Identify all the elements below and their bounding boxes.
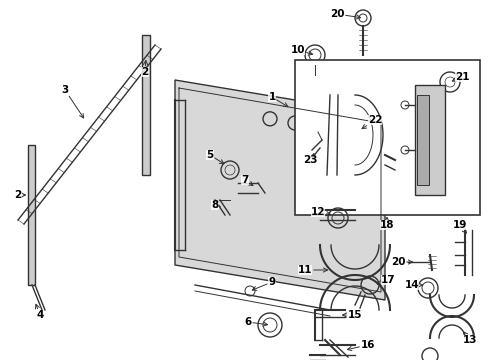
- Text: 16: 16: [346, 340, 374, 351]
- Text: 13: 13: [462, 332, 476, 345]
- Text: 1: 1: [268, 92, 287, 107]
- Text: 2: 2: [14, 190, 25, 200]
- Bar: [142, 35, 150, 175]
- Text: 11: 11: [297, 265, 327, 275]
- Text: 17: 17: [377, 275, 394, 285]
- Text: 23: 23: [302, 154, 317, 165]
- Bar: [294, 60, 479, 215]
- Text: 3: 3: [61, 85, 83, 118]
- Text: 12: 12: [310, 207, 330, 217]
- Bar: [414, 85, 444, 195]
- Text: 19: 19: [452, 220, 466, 233]
- Text: 20: 20: [329, 9, 360, 19]
- Text: 14: 14: [404, 280, 422, 290]
- Polygon shape: [175, 80, 384, 300]
- Text: 2: 2: [141, 60, 148, 77]
- Text: 18: 18: [379, 217, 393, 230]
- Text: 22: 22: [361, 115, 382, 129]
- Text: 21: 21: [451, 72, 468, 82]
- Text: 4: 4: [35, 304, 43, 320]
- Bar: [28, 145, 35, 285]
- Text: 20: 20: [390, 257, 412, 267]
- Text: 8: 8: [211, 200, 220, 210]
- Text: 7: 7: [241, 175, 252, 185]
- Text: 10: 10: [290, 45, 312, 55]
- Text: 5: 5: [206, 150, 224, 164]
- Bar: [416, 95, 428, 185]
- Text: 15: 15: [342, 310, 362, 320]
- Text: 9: 9: [252, 277, 275, 291]
- Text: 6: 6: [244, 317, 267, 327]
